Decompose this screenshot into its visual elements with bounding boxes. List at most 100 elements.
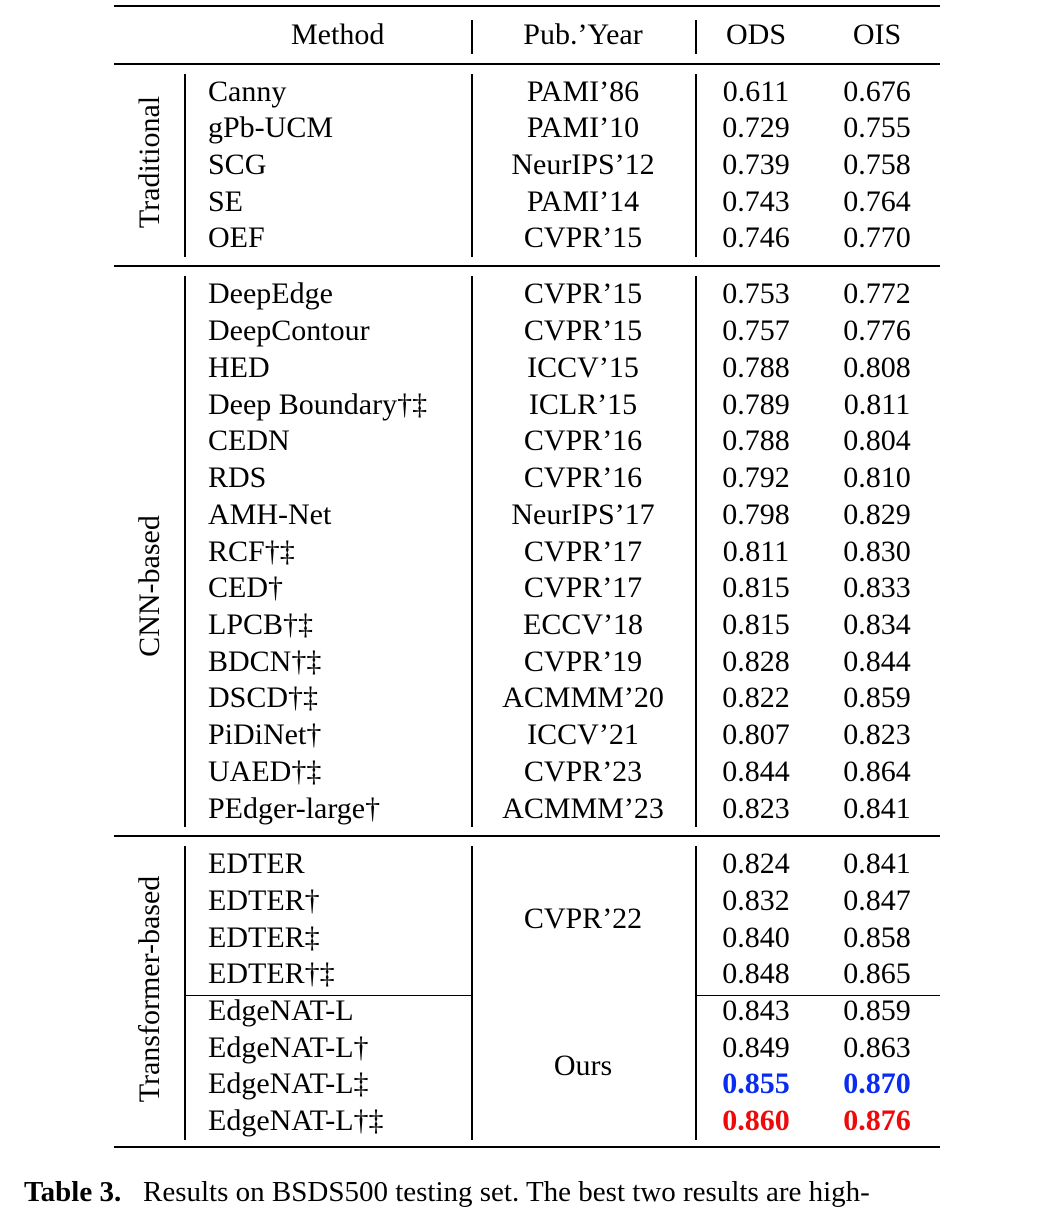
group-divider-transformer	[184, 846, 186, 1140]
method-cell: EdgeNAT-L†‡	[208, 1104, 384, 1137]
pub-cell: ICCV’21	[527, 718, 639, 751]
group-label-traditional: Traditional	[133, 95, 166, 229]
pub-cell: PAMI’14	[526, 185, 640, 218]
ods-cell: 0.753	[722, 277, 790, 310]
header-rule	[114, 63, 940, 65]
method-cell: DeepEdge	[208, 277, 333, 310]
header-ois: OIS	[852, 18, 902, 51]
pub-cell: CVPR’19	[523, 645, 643, 678]
pub-cell: NeurIPS’12	[511, 148, 655, 181]
method-cell: EDTER†‡	[208, 957, 335, 990]
header-ods: ODS	[725, 18, 787, 51]
method-cell: Canny	[208, 75, 287, 108]
ois-cell: 0.847	[843, 884, 911, 917]
pub-cell: ACMMM’20	[502, 681, 664, 714]
ois-cell: 0.841	[843, 847, 911, 880]
traditional-cnn-rule	[114, 265, 940, 267]
ois-cell: 0.865	[843, 957, 911, 990]
header-divider-2	[695, 20, 697, 54]
ods-cell: 0.822	[722, 681, 790, 714]
pub-cell: NeurIPS’17	[511, 498, 655, 531]
method-cell: SCG	[208, 148, 267, 181]
method-cell: OEF	[208, 221, 265, 254]
ods-cell: 0.788	[722, 351, 790, 384]
merged-pub-ours: Ours	[553, 1049, 613, 1082]
ois-cell: 0.823	[843, 718, 911, 751]
score-divider-transformer	[695, 846, 697, 1140]
ods-cell: 0.840	[722, 921, 790, 954]
pub-divider-cnn	[471, 276, 473, 827]
ois-cell: 0.834	[843, 608, 911, 641]
method-cell: EdgeNAT-L†	[208, 1031, 369, 1064]
ods-cell: 0.739	[722, 148, 790, 181]
ois-cell: 0.844	[843, 645, 911, 678]
score-divider-cnn	[695, 276, 697, 827]
pub-cell: CVPR’15	[523, 314, 643, 347]
ods-cell: 0.757	[722, 314, 790, 347]
ods-cell: 0.729	[722, 111, 790, 144]
method-cell: RCF†‡	[208, 535, 295, 568]
edter-ours-rule-right	[696, 995, 940, 997]
ois-cell: 0.804	[843, 424, 911, 457]
ods-cell-best: 0.860	[722, 1104, 790, 1137]
ois-cell: 0.772	[843, 277, 911, 310]
method-cell: HED	[208, 351, 270, 384]
pub-cell: CVPR’15	[523, 277, 643, 310]
method-cell: DeepContour	[208, 314, 370, 347]
ods-cell: 0.824	[722, 847, 790, 880]
caption-text: Results on BSDS500 testing set. The best…	[143, 1176, 870, 1208]
method-cell: Deep Boundary†‡	[208, 388, 428, 421]
ois-cell: 0.863	[843, 1031, 911, 1064]
ois-cell: 0.811	[843, 388, 911, 421]
score-divider-traditional	[695, 74, 697, 257]
pub-cell: CVPR’15	[523, 221, 643, 254]
group-divider-traditional	[184, 74, 186, 257]
method-cell: PiDiNet†	[208, 718, 322, 751]
method-cell: AMH-Net	[208, 498, 332, 531]
top-rule	[114, 5, 940, 8]
ois-cell: 0.841	[843, 792, 911, 825]
ods-cell: 0.843	[722, 994, 790, 1027]
group-label-transformer: Transformer-based	[133, 875, 166, 1103]
group-divider-cnn	[184, 276, 186, 827]
pub-cell: CVPR’23	[523, 755, 643, 788]
method-cell: EDTER‡	[208, 921, 320, 954]
ois-cell-best: 0.876	[843, 1104, 911, 1137]
ois-cell: 0.764	[843, 185, 911, 218]
ois-cell: 0.758	[843, 148, 911, 181]
ois-cell: 0.808	[843, 351, 911, 384]
caption-label: Table 3.	[24, 1176, 122, 1208]
ods-cell: 0.798	[722, 498, 790, 531]
ois-cell: 0.770	[843, 221, 911, 254]
ods-cell: 0.811	[722, 535, 790, 568]
ois-cell: 0.858	[843, 921, 911, 954]
pub-divider-traditional	[471, 74, 473, 257]
ods-cell-second-best: 0.855	[722, 1067, 790, 1100]
pub-cell: CVPR’16	[523, 461, 643, 494]
ois-cell: 0.830	[843, 535, 911, 568]
method-cell: UAED†‡	[208, 755, 322, 788]
ods-cell: 0.743	[722, 185, 790, 218]
ods-cell: 0.844	[722, 755, 790, 788]
merged-pub-edter: CVPR’22	[523, 902, 643, 935]
ois-cell: 0.676	[843, 75, 911, 108]
ods-cell: 0.815	[722, 608, 790, 641]
method-cell: gPb-UCM	[208, 111, 334, 144]
ois-cell: 0.829	[843, 498, 911, 531]
header-pub-year: Pub.’Year	[523, 18, 643, 51]
method-cell: EDTER†	[208, 884, 320, 917]
ods-cell: 0.789	[722, 388, 790, 421]
pub-cell: ACMMM’23	[502, 792, 664, 825]
method-cell: RDS	[208, 461, 267, 494]
pub-cell: PAMI’10	[526, 111, 640, 144]
ods-cell: 0.848	[722, 957, 790, 990]
ois-cell: 0.776	[843, 314, 911, 347]
header-divider-1	[471, 20, 473, 54]
ods-cell: 0.792	[722, 461, 790, 494]
method-cell: LPCB†‡	[208, 608, 314, 641]
header-method: Method	[291, 18, 385, 51]
ois-cell: 0.810	[843, 461, 911, 494]
ois-cell: 0.833	[843, 571, 911, 604]
cnn-transformer-rule	[114, 835, 940, 837]
ods-cell: 0.832	[722, 884, 790, 917]
